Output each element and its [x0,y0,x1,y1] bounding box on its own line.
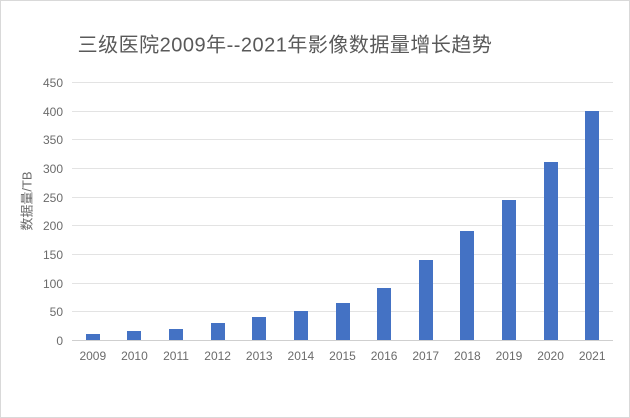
y-tick-label-150: 150 [42,248,63,262]
x-tick-label-2011: 2011 [163,349,189,363]
gridline-150 [72,254,613,255]
y-tick-label-300: 300 [42,162,63,176]
bar-2012 [210,322,225,340]
y-tick-label-250: 250 [42,190,63,205]
bar-2015 [335,302,350,340]
x-tick-label-2018: 2018 [453,349,481,363]
y-tick-label-450: 450 [42,76,63,90]
plot-area [72,82,613,341]
gridline-100 [72,282,613,284]
gridline-250 [72,196,613,198]
bar-2010 [127,331,142,340]
gridline-200 [72,225,613,227]
y-tick-label-100: 100 [42,276,63,291]
bar-2021 [585,110,600,340]
x-tick-label-2017: 2017 [412,349,440,363]
y-tick-label-0: 0 [56,334,63,348]
bar-2011 [169,328,184,340]
x-tick-label-2016: 2016 [370,349,398,363]
y-tick-label-400: 400 [42,104,63,119]
gridline-450 [72,82,613,83]
x-tick-label-2021: 2021 [578,349,606,363]
x-axis-line [72,340,613,341]
chart-title: 三级医院2009年--2021年影像数据量增长趋势 [77,34,493,57]
x-tick-label-2013: 2013 [245,349,273,363]
y-tick-label-200: 200 [42,219,63,234]
x-axis-tick-labels: 2009 2010 2011 2012 2013 2014 2015 2016 2017 2018… [72,349,613,365]
bar-2018 [460,231,475,340]
bar-2017 [418,259,433,340]
x-tick-label-2020: 2020 [537,349,564,363]
x-tick-label-2009: 2009 [79,349,107,363]
gridline-300 [72,168,613,169]
x-tick-label-2015: 2015 [329,349,356,363]
gridline-400 [72,110,613,112]
x-tick-label-2010: 2010 [121,349,148,363]
x-tick-label-2014: 2014 [287,349,315,363]
bar-2020 [543,162,558,340]
x-tick-label-2019: 2019 [495,349,523,363]
y-axis-tick-labels: 0 50 100 150 200 250 300 350 400 450 [31,77,63,347]
y-tick-label-50: 50 [49,305,63,320]
y-tick-label-350: 350 [42,133,63,148]
x-tick-label-2012: 2012 [204,349,231,363]
bar-2013 [252,317,267,340]
bar-2019 [501,199,516,340]
bar-2009 [85,334,100,340]
gridline-350 [72,139,613,141]
bar-2014 [293,311,308,340]
bar-2016 [377,288,392,340]
